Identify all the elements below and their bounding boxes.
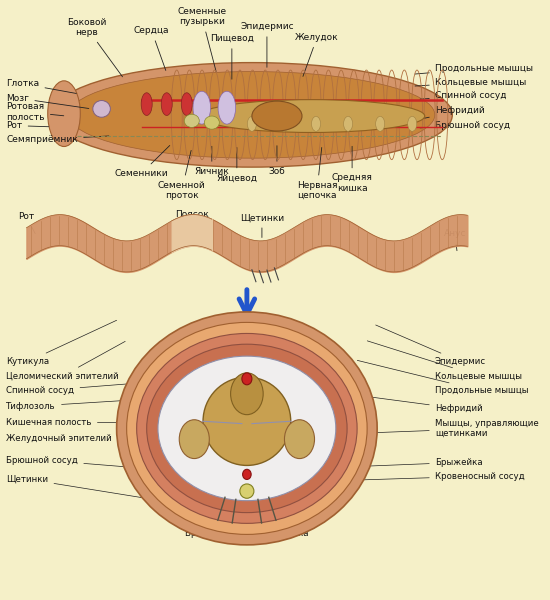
- Text: Желудочный эпителий: Желудочный эпителий: [7, 434, 201, 443]
- Ellipse shape: [161, 93, 172, 115]
- Text: Мозг: Мозг: [7, 94, 89, 109]
- Ellipse shape: [376, 116, 384, 131]
- Text: Глотка: Глотка: [7, 79, 76, 94]
- Text: Кольцевые мышцы: Кольцевые мышцы: [415, 77, 526, 86]
- Text: Продольные мышцы: Продольные мышцы: [358, 361, 528, 395]
- Text: Семяприёмник: Семяприёмник: [7, 136, 109, 145]
- Ellipse shape: [179, 420, 210, 458]
- Ellipse shape: [248, 116, 256, 131]
- Ellipse shape: [311, 116, 321, 131]
- Text: Семенные
пузырьки: Семенные пузырьки: [177, 7, 227, 71]
- Text: Рот: Рот: [7, 121, 49, 130]
- Text: Тифлозоль: Тифлозоль: [7, 396, 201, 411]
- Text: Спинной сосуд: Спинной сосуд: [7, 381, 167, 395]
- Ellipse shape: [52, 62, 452, 167]
- Text: Анус: Анус: [443, 229, 466, 251]
- Text: Семенники: Семенники: [115, 145, 170, 178]
- Ellipse shape: [158, 356, 336, 500]
- Text: Рот: Рот: [18, 212, 35, 233]
- Text: Нефридий: Нефридий: [340, 393, 482, 413]
- Text: Брюшной сосуд: Брюшной сосуд: [7, 455, 201, 473]
- Text: Кишечная полость: Кишечная полость: [7, 418, 201, 427]
- Ellipse shape: [243, 469, 251, 479]
- Text: Нефридий: Нефридий: [415, 106, 485, 120]
- Ellipse shape: [218, 91, 235, 124]
- Text: Мышцы, управляющие
щетинками: Мышцы, управляющие щетинками: [332, 419, 538, 438]
- Ellipse shape: [193, 91, 211, 124]
- Ellipse shape: [230, 373, 263, 415]
- Ellipse shape: [284, 420, 315, 458]
- Text: Сердца: Сердца: [134, 26, 169, 70]
- Text: Яичник: Яичник: [195, 146, 229, 176]
- Text: Средняя
кишка: Средняя кишка: [332, 146, 372, 193]
- Ellipse shape: [344, 116, 353, 131]
- Ellipse shape: [279, 116, 288, 131]
- Ellipse shape: [93, 101, 111, 117]
- Text: Продольные мышцы: Продольные мышцы: [415, 64, 533, 74]
- Ellipse shape: [141, 93, 152, 115]
- Text: Брыжейка: Брыжейка: [297, 458, 482, 469]
- Text: Поясок: Поясок: [175, 211, 208, 232]
- Text: Яйцевод: Яйцевод: [216, 148, 257, 182]
- Ellipse shape: [182, 93, 192, 115]
- Text: Кольцевые мышцы: Кольцевые мышцы: [367, 341, 522, 380]
- Ellipse shape: [48, 81, 80, 146]
- Text: Брюшная нервная цепочка: Брюшная нервная цепочка: [185, 496, 309, 538]
- Ellipse shape: [203, 377, 291, 466]
- Text: Кутикула: Кутикула: [7, 320, 117, 366]
- Text: Щетинки: Щетинки: [240, 214, 284, 238]
- Ellipse shape: [136, 334, 357, 523]
- Text: Эпидермис: Эпидермис: [240, 22, 294, 67]
- Ellipse shape: [408, 116, 417, 131]
- Ellipse shape: [252, 101, 302, 131]
- Ellipse shape: [199, 100, 425, 133]
- Ellipse shape: [242, 373, 252, 385]
- Ellipse shape: [204, 116, 219, 129]
- Text: Целомический эпителий: Целомический эпителий: [7, 341, 125, 380]
- Text: Ротовая
полость: Ротовая полость: [7, 102, 64, 122]
- Text: Пищевод: Пищевод: [210, 34, 254, 79]
- Text: Зоб: Зоб: [268, 146, 285, 176]
- Text: Желудок: Желудок: [295, 33, 339, 76]
- Ellipse shape: [117, 312, 377, 545]
- Text: Эпидермис: Эпидермис: [376, 325, 486, 366]
- Text: Семенной
проток: Семенной проток: [158, 151, 206, 200]
- Ellipse shape: [69, 71, 435, 158]
- Text: Боковой
нерв: Боковой нерв: [67, 18, 123, 77]
- Text: Спинной сосуд: Спинной сосуд: [420, 91, 506, 100]
- Ellipse shape: [240, 484, 254, 498]
- Ellipse shape: [184, 114, 199, 127]
- Text: Кровеносный сосуд: Кровеносный сосуд: [292, 472, 525, 482]
- Text: Щетинки: Щетинки: [7, 475, 184, 505]
- Ellipse shape: [147, 344, 347, 512]
- Text: Брюшной сосуд: Брюшной сосуд: [420, 121, 510, 130]
- Text: Нервная
цепочка: Нервная цепочка: [297, 148, 337, 200]
- Ellipse shape: [126, 322, 367, 535]
